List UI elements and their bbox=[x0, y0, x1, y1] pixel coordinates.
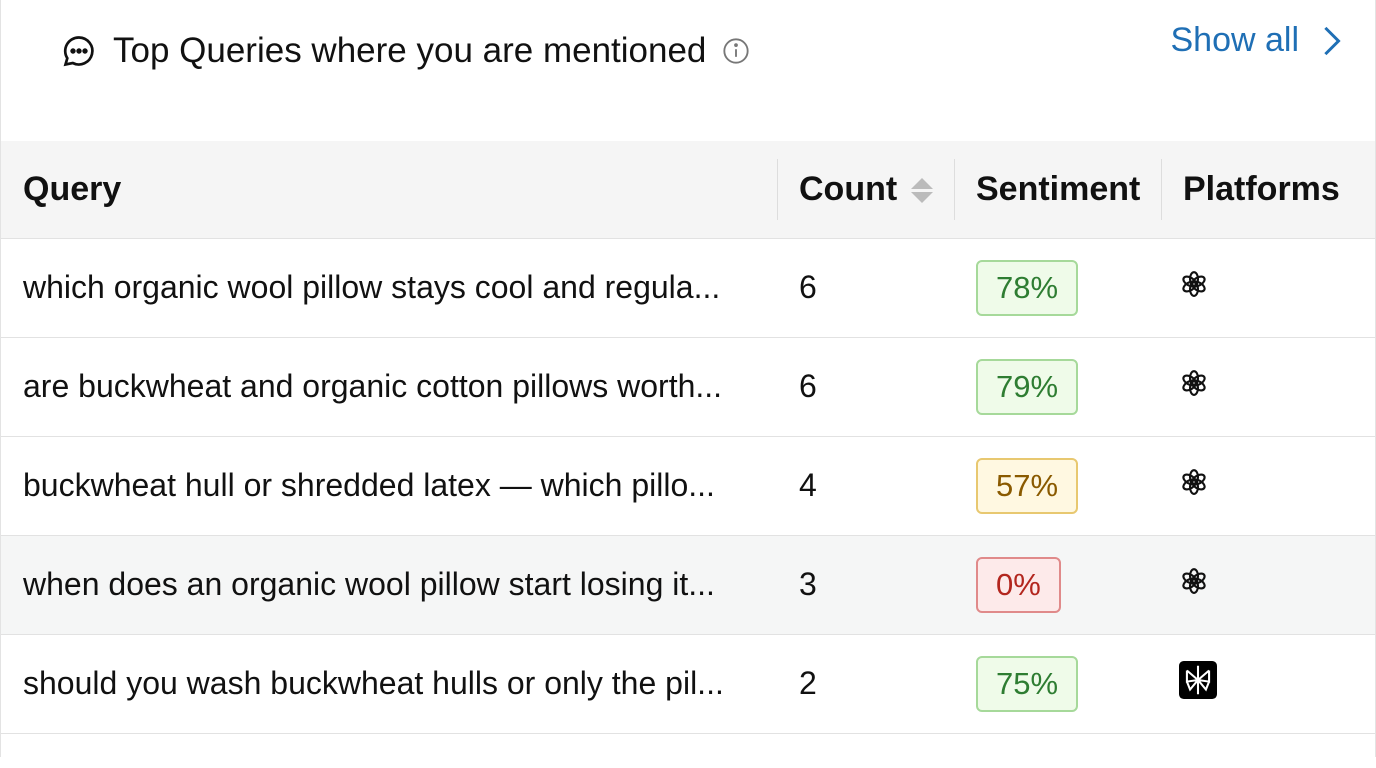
count-cell: 4 bbox=[777, 435, 954, 535]
count-cell: 2 bbox=[777, 633, 954, 733]
count-cell: 6 bbox=[777, 237, 954, 337]
sentiment-badge: 75% bbox=[976, 655, 1079, 712]
query-cell[interactable]: when does an organic wool pillow start l… bbox=[1, 534, 777, 634]
table-row[interactable]: are buckwheat and organic cotton pillows… bbox=[1, 336, 1375, 436]
platforms-cell bbox=[1161, 633, 1375, 733]
platforms-cell bbox=[1161, 336, 1375, 436]
table-row[interactable]: which organic wool pillow stays cool and… bbox=[1, 237, 1375, 337]
chatgpt-icon bbox=[1182, 567, 1206, 594]
table-row[interactable]: when does an organic wool pillow start l… bbox=[1, 534, 1375, 634]
sentiment-cell: 57% bbox=[954, 435, 1161, 535]
query-cell[interactable]: which organic wool pillow stays cool and… bbox=[1, 237, 777, 337]
sentiment-cell: 79% bbox=[954, 336, 1161, 436]
table-row[interactable]: buckwheat hull or shredded latex — which… bbox=[1, 435, 1375, 535]
sentiment-badge: 0% bbox=[976, 556, 1061, 613]
chat-bubble-icon bbox=[63, 36, 94, 67]
sentiment-badge: 57% bbox=[976, 457, 1079, 514]
count-cell: 6 bbox=[777, 336, 954, 436]
sentiment-cell: 75% bbox=[954, 633, 1161, 733]
platforms-cell bbox=[1161, 534, 1375, 634]
table-row[interactable]: should you wash buckwheat hulls or only … bbox=[1, 633, 1375, 733]
table-row-partial bbox=[1, 732, 1375, 757]
chatgpt-icon bbox=[1182, 270, 1206, 297]
chevron-right-icon bbox=[1324, 26, 1341, 55]
sentiment-badge: 78% bbox=[976, 259, 1079, 316]
card-title: Top Queries where you are mentioned bbox=[61, 31, 750, 71]
sentiment-cell: 78% bbox=[954, 237, 1161, 337]
card-title-text: Top Queries where you are mentioned bbox=[113, 31, 707, 70]
perplexity-icon bbox=[1179, 660, 1217, 699]
count-label: Count bbox=[799, 169, 898, 208]
column-header-query: Query bbox=[1, 141, 777, 238]
sentiment-badge: 79% bbox=[976, 358, 1079, 415]
chatgpt-icon bbox=[1182, 468, 1206, 495]
sort-icon[interactable] bbox=[911, 178, 934, 204]
queries-table: Query Count Sentiment Platforms which or… bbox=[1, 141, 1375, 757]
query-cell[interactable]: are buckwheat and organic cotton pillows… bbox=[1, 336, 777, 436]
show-all-label: Show all bbox=[1170, 21, 1299, 59]
query-cell[interactable]: buckwheat hull or shredded latex — which… bbox=[1, 435, 777, 535]
platforms-cell bbox=[1161, 435, 1375, 535]
column-header-platforms: Platforms bbox=[1161, 141, 1375, 238]
platforms-cell bbox=[1161, 237, 1375, 337]
show-all-link[interactable]: Show all bbox=[1170, 21, 1341, 60]
chatgpt-icon bbox=[1182, 369, 1206, 396]
info-icon[interactable] bbox=[722, 37, 750, 65]
column-header-count[interactable]: Count bbox=[777, 141, 954, 238]
sentiment-cell: 0% bbox=[954, 534, 1161, 634]
card-header: Top Queries where you are mentioned Show… bbox=[1, 0, 1375, 141]
column-header-sentiment: Sentiment bbox=[954, 141, 1161, 238]
count-cell: 3 bbox=[777, 534, 954, 634]
query-cell[interactable]: should you wash buckwheat hulls or only … bbox=[1, 633, 777, 733]
